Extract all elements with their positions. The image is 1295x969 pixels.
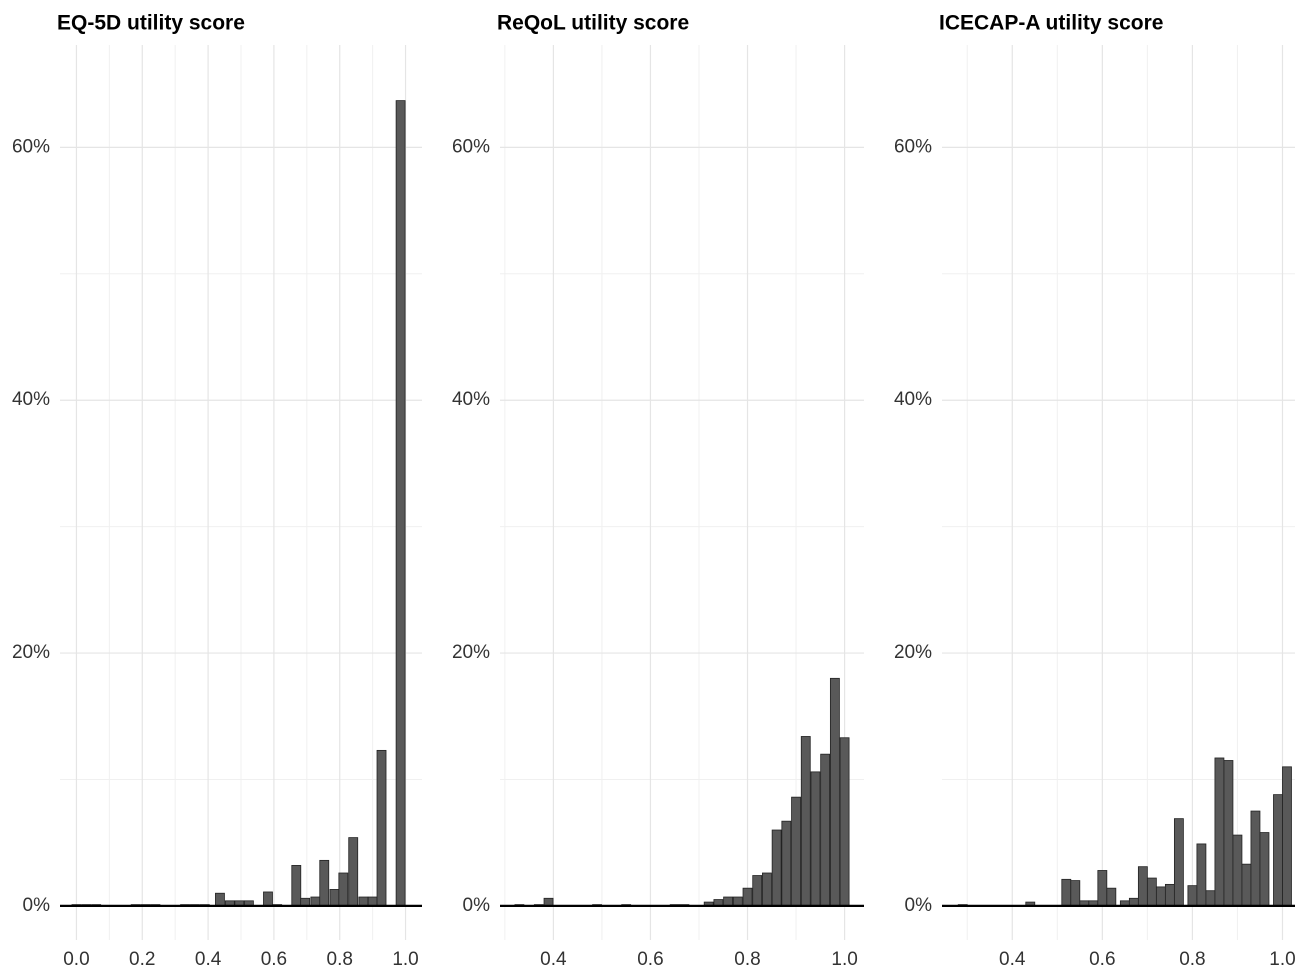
panel-title: ICECAP-A utility score [939,12,1163,35]
bar [1196,843,1207,907]
x-tick-label: 1.0 [831,949,857,969]
bar [376,749,387,907]
bar [1259,832,1270,907]
y-tick-label: 20% [12,642,50,663]
bar [1097,870,1108,907]
bar [348,837,359,907]
y-tick-label: 0% [463,895,491,916]
y-tick-label: 40% [452,389,490,410]
bar [781,820,792,907]
y-tick-label: 20% [452,642,490,663]
bar [291,865,302,907]
bar [1232,834,1243,907]
bar [1106,887,1117,907]
bar [829,677,840,907]
bar [300,897,311,907]
y-tick-label: 60% [452,136,490,157]
bar [1173,818,1184,907]
x-tick-label: 0.4 [195,949,222,969]
y-tick-label: 20% [894,642,932,663]
y-tick-label: 0% [905,895,933,916]
y-tick-label: 40% [12,389,50,410]
x-tick-label: 1.0 [1269,949,1295,969]
panel-title: EQ-5D utility score [57,12,245,35]
bar [1214,757,1225,907]
bar [762,872,772,907]
bar [263,891,273,907]
bar [215,892,225,907]
x-tick-label: 0.4 [540,949,567,969]
bar [800,736,811,907]
x-tick-label: 0.0 [63,949,89,969]
bar [1187,885,1198,907]
bar [1282,766,1292,907]
bar [791,796,801,907]
bar [839,737,850,907]
bar [319,859,330,907]
y-tick-label: 60% [12,136,50,157]
x-tick-label: 0.4 [999,949,1026,969]
y-tick-label: 40% [894,389,932,410]
bar [810,771,821,907]
bar [1061,878,1072,907]
bar [820,753,831,907]
bar [732,896,743,907]
bar [329,889,340,907]
bar [771,829,782,907]
bar [1223,760,1234,907]
bar [358,896,369,907]
x-tick-label: 0.8 [327,949,353,969]
x-tick-label: 1.0 [392,949,418,969]
bar [723,896,734,907]
x-tick-label: 0.2 [129,949,155,969]
bar [1070,880,1081,907]
bar [1155,886,1166,907]
bar [1128,897,1139,907]
bar [543,897,554,907]
bar [1146,877,1157,907]
bar [1205,890,1216,907]
bar [367,896,378,907]
y-tick-label: 0% [23,895,51,916]
bar [395,100,406,907]
bar [1273,794,1283,907]
x-tick-label: 0.6 [1089,949,1115,969]
bar [1164,883,1175,907]
x-tick-label: 0.6 [637,949,663,969]
y-tick-label: 60% [894,136,932,157]
bar [310,896,321,907]
bar [1241,863,1252,907]
bar [1250,810,1261,907]
bar [742,887,753,907]
bar [752,875,763,907]
x-tick-label: 0.8 [1179,949,1205,969]
panel-title: ReQoL utility score [497,12,689,35]
bar [338,872,349,907]
x-tick-label: 0.6 [261,949,287,969]
x-tick-label: 0.8 [734,949,760,969]
bar [1137,866,1148,907]
